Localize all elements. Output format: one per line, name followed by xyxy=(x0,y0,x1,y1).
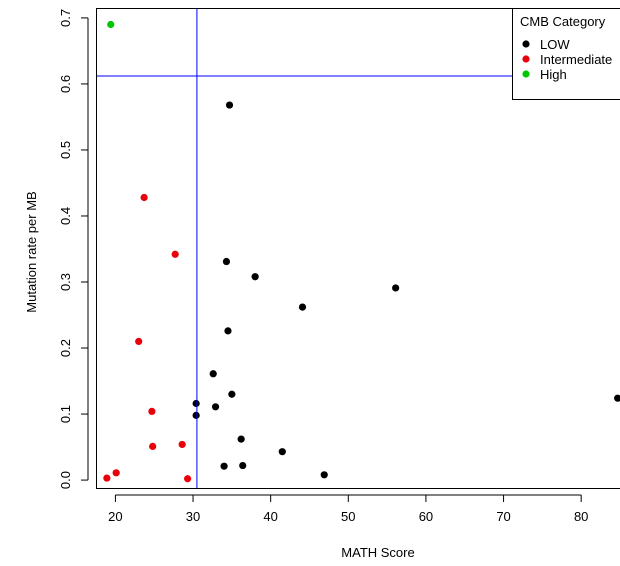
legend-title: CMB Category xyxy=(520,14,606,29)
x-tick-label-50: 50 xyxy=(341,509,355,524)
axes: 20 30 40 50 60 70 80 0.0 0.1 0.2 0.3 0.4 0.5 0.6 0.7 xyxy=(58,9,588,524)
legend-marker-high xyxy=(522,70,530,78)
point-intermediate-1 xyxy=(171,250,179,258)
legend-label-low: LOW xyxy=(540,37,570,52)
x-tick-label-70: 70 xyxy=(496,509,510,524)
point-low-4 xyxy=(392,284,400,292)
plot-frame xyxy=(96,8,620,489)
point-intermediate-0 xyxy=(140,193,148,202)
legend-box xyxy=(512,8,620,100)
legend-marker-low xyxy=(522,40,530,48)
point-low-14 xyxy=(239,461,247,470)
legend-label-intermediate: Intermediate xyxy=(540,52,612,67)
point-high-0 xyxy=(107,20,115,29)
point-intermediate-6 xyxy=(112,469,120,477)
point-low-8 xyxy=(211,403,220,411)
point-low-7 xyxy=(228,390,236,398)
point-intermediate-7 xyxy=(103,474,111,482)
x-tick-label-40: 40 xyxy=(263,509,277,524)
y-tick-label-6: 0.6 xyxy=(58,75,73,93)
y-tick-label-3: 0.3 xyxy=(58,273,73,291)
point-low-6 xyxy=(209,370,217,378)
point-low-11 xyxy=(237,435,245,443)
point-low-1 xyxy=(222,257,231,266)
legend-marker-intermediate xyxy=(522,55,530,63)
point-intermediate-2 xyxy=(135,337,143,346)
y-tick-label-7: 0.7 xyxy=(58,9,73,27)
y-tick-label-2: 0.2 xyxy=(58,339,73,357)
point-intermediate-4 xyxy=(149,442,157,451)
x-axis-title: MATH Score xyxy=(341,545,414,560)
y-tick-label-0: 0.0 xyxy=(58,471,73,489)
point-intermediate-8 xyxy=(184,475,192,483)
point-low-0 xyxy=(225,101,234,109)
x-tick-label-60: 60 xyxy=(419,509,433,524)
y-tick-label-4: 0.4 xyxy=(58,207,73,225)
point-low-13 xyxy=(220,462,228,470)
x-tick-label-30: 30 xyxy=(186,509,200,524)
point-low-10 xyxy=(192,411,200,419)
point-intermediate-5 xyxy=(178,440,186,449)
point-low-15 xyxy=(320,471,328,479)
x-tick-label-20: 20 xyxy=(108,509,122,524)
point-low-3 xyxy=(298,303,307,311)
point-low-2 xyxy=(251,273,259,281)
point-low-12 xyxy=(278,448,286,456)
y-tick-label-5: 0.5 xyxy=(58,141,73,159)
y-axis-title: Mutation rate per MB xyxy=(24,191,39,312)
point-intermediate-3 xyxy=(148,407,156,416)
y-tick-label-1: 0.1 xyxy=(58,405,73,423)
legend-label-high: High xyxy=(540,67,567,82)
points-layer xyxy=(103,20,620,483)
point-low-9 xyxy=(192,399,200,408)
point-low-5 xyxy=(224,327,232,335)
point-low-16 xyxy=(614,394,620,402)
x-tick-label-80: 80 xyxy=(574,509,588,524)
